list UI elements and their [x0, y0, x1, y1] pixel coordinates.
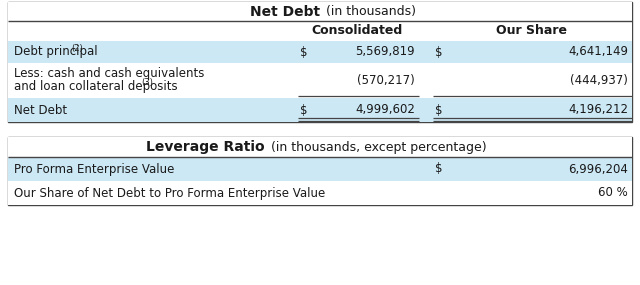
Text: 6,996,204: 6,996,204	[568, 162, 628, 176]
Text: and loan collateral deposits: and loan collateral deposits	[14, 80, 178, 93]
Text: 5,569,819: 5,569,819	[355, 46, 415, 58]
Bar	[8, 157, 632, 181]
Text: 4,196,212: 4,196,212	[568, 103, 628, 117]
Bar	[8, 181, 632, 205]
Text: (3): (3)	[141, 78, 153, 87]
Bar	[8, 2, 632, 21]
Text: 4,641,149: 4,641,149	[568, 46, 628, 58]
Bar	[8, 137, 632, 157]
Bar	[8, 41, 632, 63]
Text: 60 %: 60 %	[598, 186, 628, 200]
Bar	[8, 2, 632, 122]
Text: $: $	[435, 103, 442, 117]
Bar	[8, 21, 632, 41]
Text: Net Debt: Net Debt	[14, 103, 67, 117]
Text: Pro Forma Enterprise Value: Pro Forma Enterprise Value	[14, 162, 174, 176]
Text: 4,999,602: 4,999,602	[355, 103, 415, 117]
Text: (in thousands): (in thousands)	[322, 5, 416, 18]
Text: Debt principal: Debt principal	[14, 46, 98, 58]
Bar	[8, 137, 632, 205]
Text: Leverage Ratio: Leverage Ratio	[147, 140, 265, 154]
Text: Our Share of Net Debt to Pro Forma Enterprise Value: Our Share of Net Debt to Pro Forma Enter…	[14, 186, 325, 200]
Bar	[8, 63, 632, 98]
Text: (444,937): (444,937)	[570, 74, 628, 87]
Text: Consolidated: Consolidated	[312, 25, 403, 38]
Text: Our Share: Our Share	[496, 25, 567, 38]
Text: $: $	[435, 162, 442, 176]
Text: (2): (2)	[71, 44, 83, 52]
Text: Less: cash and cash equivalents: Less: cash and cash equivalents	[14, 67, 204, 80]
Text: Net Debt: Net Debt	[250, 5, 320, 19]
Text: (in thousands, except percentage): (in thousands, except percentage)	[267, 141, 486, 154]
Text: (570,217): (570,217)	[357, 74, 415, 87]
Text: $: $	[300, 46, 307, 58]
Text: $: $	[435, 46, 442, 58]
Bar	[8, 98, 632, 122]
Text: $: $	[300, 103, 307, 117]
